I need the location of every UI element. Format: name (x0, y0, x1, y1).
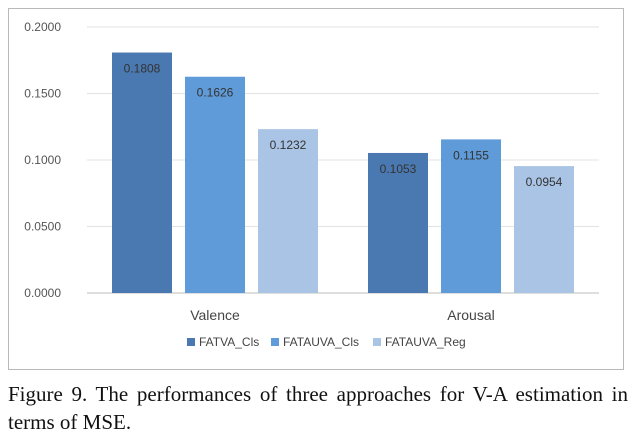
data-labels-layer: 0.1808 0.1626 0.1232 0.1053 0.1155 0.0954 (124, 62, 563, 190)
legend-swatch (271, 338, 279, 346)
bar-fatva-cls-arousal (368, 152, 428, 293)
data-label: 0.1232 (270, 138, 307, 152)
data-label: 0.1808 (124, 62, 161, 76)
legend: FATVA_Cls FATAUVA_Cls FATAUVA_Reg (187, 335, 466, 349)
data-label: 0.1053 (380, 162, 417, 176)
figure-caption: Figure 9. The performances of three appr… (8, 382, 628, 434)
x-category-label: Valence (190, 307, 240, 323)
y-tick-label: 0.0000 (24, 286, 61, 300)
legend-swatch (187, 338, 195, 346)
legend-label: FATAUVA_Reg (385, 335, 466, 349)
y-tick-label: 0.0500 (24, 220, 61, 234)
bars-layer (112, 52, 574, 294)
bar-fatauva-cls-valence (185, 76, 245, 293)
bar-fatauva-reg-arousal (514, 166, 574, 293)
data-label: 0.1626 (197, 86, 234, 100)
chart-figure: 0.0000 0.0500 0.1000 0.1500 0.2000 0.1808 0.1… (8, 8, 624, 370)
bar-fatauva-reg-valence (258, 129, 318, 293)
bar-fatva-cls-valence (112, 52, 172, 294)
legend-swatch (373, 338, 381, 346)
grid-layer (87, 26, 599, 294)
x-category-label: Arousal (447, 307, 494, 323)
bar-fatauva-cls-arousal (441, 139, 501, 293)
legend-label: FATAUVA_Cls (283, 335, 359, 349)
y-axis-ticks: 0.0000 0.0500 0.1000 0.1500 0.2000 (24, 20, 61, 300)
legend-label: FATVA_Cls (199, 335, 259, 349)
y-tick-label: 0.2000 (24, 20, 61, 34)
y-tick-label: 0.1500 (24, 87, 61, 101)
data-label: 0.0954 (526, 175, 563, 189)
x-axis-categories: Valence Arousal (190, 307, 495, 323)
data-label: 0.1155 (453, 148, 489, 162)
y-tick-label: 0.1000 (24, 153, 61, 167)
